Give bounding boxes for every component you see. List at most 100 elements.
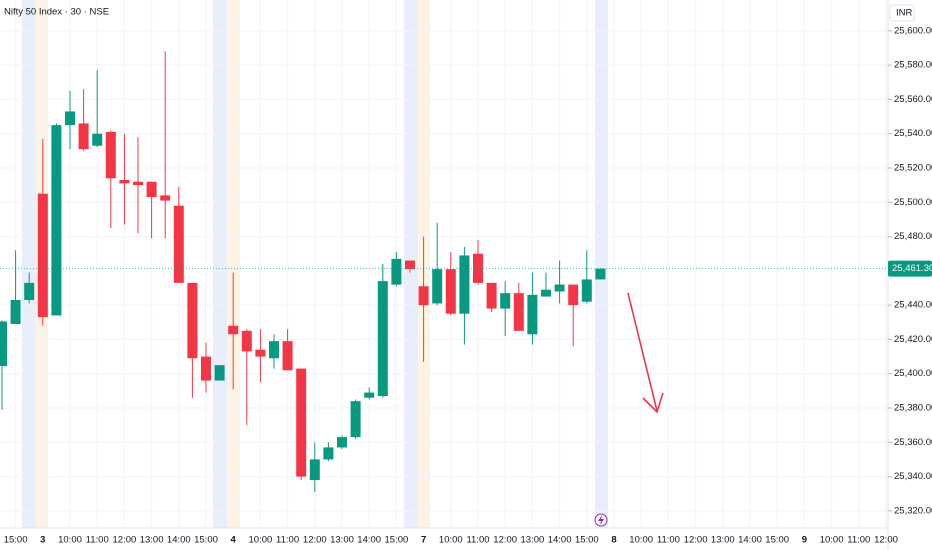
x-tick-label: 14:00 [167, 535, 191, 546]
candle-body [486, 282, 497, 309]
candle-body [146, 181, 157, 198]
x-tick-label: 15:00 [575, 535, 599, 546]
candle-body [201, 356, 211, 381]
grid [0, 0, 888, 528]
x-tick-label: 3 [40, 535, 45, 546]
session-band [595, 0, 608, 528]
candle-body [214, 365, 225, 381]
x-tick-label: 10:00 [249, 535, 273, 546]
x-tick-label: 7 [421, 535, 426, 546]
candle-body [513, 293, 524, 331]
candle-body [160, 195, 171, 201]
y-tick-label: 25,420.00 [894, 334, 932, 345]
last-price-label: 25,461.30 [892, 263, 932, 274]
candle-body [269, 341, 279, 359]
x-tick-label: 15:00 [765, 535, 789, 546]
candle-body [568, 284, 579, 306]
annotation-arrowhead [642, 392, 664, 414]
x-tick-label: 13:00 [140, 535, 164, 546]
y-tick-label: 25,500.00 [894, 197, 932, 208]
y-tick-label: 25,440.00 [894, 300, 932, 311]
candle-body [119, 180, 130, 184]
candle-body [92, 133, 103, 146]
candle-body [133, 181, 143, 186]
x-tick-label: 10:00 [58, 535, 82, 546]
candle-body [309, 459, 320, 480]
x-tick-label: 13:00 [711, 535, 735, 546]
y-tick-label: 25,480.00 [894, 231, 932, 242]
x-tick-label: 15:00 [385, 535, 409, 546]
candle-body [187, 282, 198, 359]
x-tick-label: 13:00 [521, 535, 545, 546]
session-band [213, 0, 227, 528]
y-tick-label: 25,340.00 [894, 471, 932, 482]
y-tick-label: 25,600.00 [894, 25, 932, 36]
x-tick-label: 13:00 [330, 535, 354, 546]
candle-body [105, 132, 116, 179]
candle-body [24, 282, 35, 300]
x-tick-label: 14:00 [357, 535, 381, 546]
candle-body [10, 300, 21, 324]
candle-body [391, 258, 402, 285]
candle-body [364, 392, 375, 398]
y-tick-label: 25,520.00 [894, 163, 932, 174]
candle-body [78, 123, 89, 150]
candle-body [581, 279, 592, 302]
x-tick-label: 10:00 [629, 535, 653, 546]
candle-body [418, 286, 429, 306]
x-tick-label: 11:00 [657, 535, 680, 546]
candle-body [350, 401, 361, 438]
candle-body [296, 368, 307, 477]
event-icon-bolt [598, 515, 604, 525]
currency-label[interactable]: INR [896, 8, 913, 19]
x-tick-label: 11:00 [847, 535, 870, 546]
y-tick-label: 25,540.00 [894, 128, 932, 139]
x-tick-label: 12:00 [303, 535, 327, 546]
candle-body [0, 321, 7, 366]
x-tick-label: 9 [802, 535, 807, 546]
currency-box[interactable] [889, 4, 915, 22]
x-tick-label: 10:00 [820, 535, 844, 546]
x-tick-label: 12:00 [684, 535, 708, 546]
annotation-arrow [627, 292, 658, 412]
x-tick-label: 11:00 [86, 535, 109, 546]
candle-body [241, 330, 252, 352]
candles [0, 51, 606, 492]
x-tick-label: 14:00 [738, 535, 762, 546]
y-tick-label: 25,380.00 [894, 403, 932, 414]
x-tick-label: 15:00 [4, 535, 28, 546]
candle-body [282, 341, 293, 371]
y-tick-label: 25,580.00 [894, 60, 932, 71]
candle-body [65, 111, 75, 126]
candle-body [323, 447, 334, 460]
session-band [22, 0, 36, 528]
x-tick-label: 12:00 [493, 535, 517, 546]
x-tick-label: 11:00 [466, 535, 489, 546]
candle-body [541, 289, 551, 297]
session-bands [22, 0, 608, 528]
x-tick-label: 12:00 [874, 535, 898, 546]
x-tick-label: 11:00 [276, 535, 299, 546]
y-tick-label: 25,360.00 [894, 437, 932, 448]
candle-body [500, 293, 511, 309]
y-tick-label: 25,320.00 [894, 505, 932, 516]
candle-body [405, 260, 415, 270]
chart-title: Nifty 50 Index · 30 · NSE [4, 7, 109, 18]
candle-body [459, 255, 470, 314]
last-price-box [888, 260, 932, 277]
y-tick-label: 25,560.00 [894, 94, 932, 105]
x-tick-label: 8 [611, 535, 616, 546]
candle-body [255, 349, 266, 357]
candle-body [527, 294, 538, 335]
x-tick-label: 15:00 [194, 535, 218, 546]
candle-body [51, 125, 62, 316]
x-tick-label: 4 [231, 535, 237, 546]
candle-body [173, 205, 184, 283]
x-tick-label: 14:00 [548, 535, 572, 546]
candle-body [337, 437, 347, 448]
candle-body [228, 325, 239, 335]
candle-body [445, 269, 456, 314]
candle-body [595, 268, 606, 280]
x-tick-label: 12:00 [113, 535, 137, 546]
